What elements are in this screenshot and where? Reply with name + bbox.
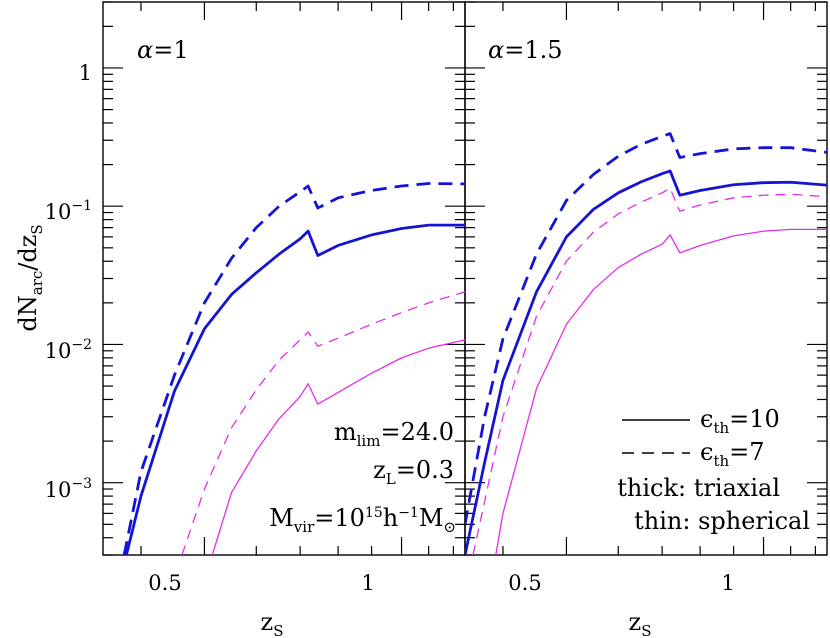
series-p1-triaxial-dashed (465, 132, 827, 525)
series-p0-spherical-dashed (181, 291, 465, 555)
ylabel: dNarc/dzS (14, 224, 46, 331)
panel-right-alpha: α=1.5 (488, 36, 563, 64)
legend-thin-label: thin: spherical (634, 507, 810, 535)
xtick-label-0.5-right: 0.5 (508, 571, 541, 595)
series-p1-triaxial-solid (465, 169, 827, 555)
ytick-label-1: 1 (79, 61, 92, 85)
legend-solid-label: ϵth=10 (700, 405, 780, 437)
axis-ticks (103, 1, 827, 556)
mvir-annotation: Mvir=1015h−1M⊙ (269, 504, 456, 536)
zl-annotation: zL=0.3 (373, 456, 454, 488)
legend-thick-label: thick: triaxial (617, 474, 780, 502)
ytick-label-0.001: 10−3 (45, 476, 92, 502)
series-p1-spherical-solid (495, 228, 827, 555)
panel-left-alpha: α=1 (137, 36, 189, 64)
series-p0-spherical-solid (211, 339, 465, 555)
xlabel-left: zS (261, 608, 284, 638)
curves (122, 132, 827, 555)
series-p0-triaxial-solid (125, 223, 465, 555)
xtick-label-1-left: 1 (361, 571, 374, 595)
mlim-annotation: mlim=24.0 (334, 418, 454, 450)
xtick-label-0.5-left: 0.5 (148, 571, 181, 595)
ytick-label-0.01: 10−2 (45, 337, 92, 363)
ytick-label-0.1: 10−1 (45, 198, 92, 224)
series-p0-triaxial-dashed (122, 182, 465, 555)
xtick-label-1-right: 1 (721, 571, 734, 595)
xlabel-right: zS (629, 608, 652, 638)
series-p1-spherical-dashed (472, 187, 827, 555)
panel-right-frame (464, 1, 828, 556)
legend-dashed-label: ϵth=7 (700, 438, 765, 470)
